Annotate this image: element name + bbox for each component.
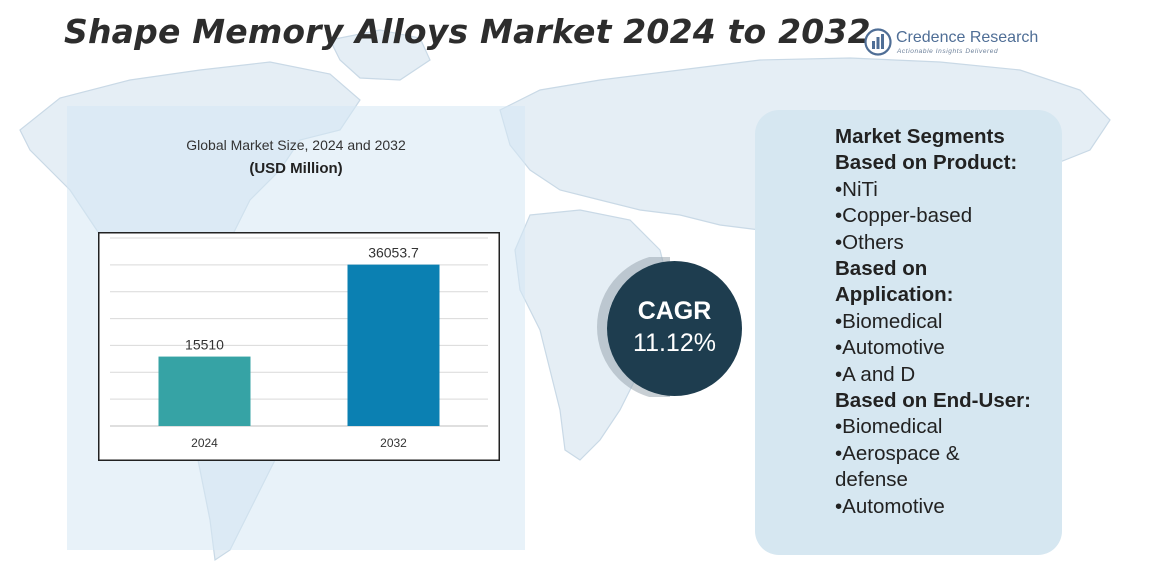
cagr-circle: CAGR 11.12% — [607, 261, 742, 396]
segment-heading: Application: — [835, 283, 954, 307]
labels: 15510 2024 36053.7 2032 — [185, 245, 419, 450]
x-tick-label: 2024 — [191, 436, 218, 450]
segment-heading: Based on End-User: — [835, 389, 1031, 413]
cagr-badge: CAGR 11.12% — [580, 257, 744, 397]
segments-panel: Market Segments Based on Product: •NiTi •Co… — [755, 110, 1062, 555]
segments-list: Market Segments Based on Product: •NiTi •Co… — [835, 124, 1060, 520]
segment-item: •Biomedical — [835, 309, 943, 333]
segment-heading: Based on — [835, 257, 928, 281]
chart-unit: (USD Million) — [249, 160, 343, 177]
cagr-value: 11.12% — [633, 329, 716, 357]
segment-item: •NiTi — [835, 177, 878, 201]
bars — [158, 264, 440, 426]
chart-title: Global Market Size, 2024 and 2032 — [186, 137, 406, 153]
segment-item: •Biomedical — [835, 415, 943, 439]
logo: Credence Research Actionable Insights De… — [864, 26, 1044, 62]
cagr-label: CAGR — [637, 297, 712, 325]
segment-item: •Aerospace & — [835, 441, 960, 465]
data-label: 36053.7 — [368, 245, 419, 261]
segment-heading: Market Segments — [835, 125, 1005, 148]
bar-chart: 15510 2024 36053.7 2032 — [98, 232, 500, 461]
bar-2024 — [158, 356, 251, 426]
bar-2032 — [347, 264, 440, 426]
logo-tagline: Actionable Insights Delivered — [897, 48, 999, 55]
cagr-ring-icon — [597, 257, 671, 397]
x-tick-label: 2032 — [380, 436, 407, 450]
page-title: Shape Memory Alloys Market 2024 to 2032 — [64, 12, 871, 51]
segment-item: •A and D — [835, 362, 916, 386]
bar-chart-logo-icon — [864, 28, 892, 56]
logo-name: Credence Research — [896, 29, 1039, 46]
data-label: 15510 — [185, 337, 224, 353]
segment-item: •Copper-based — [835, 204, 973, 228]
segment-item: •Others — [835, 230, 904, 254]
segment-item: •Automotive — [835, 494, 945, 518]
segment-heading: Based on Product: — [835, 151, 1018, 175]
segment-item: defense — [835, 468, 908, 492]
segment-item: •Automotive — [835, 336, 945, 360]
